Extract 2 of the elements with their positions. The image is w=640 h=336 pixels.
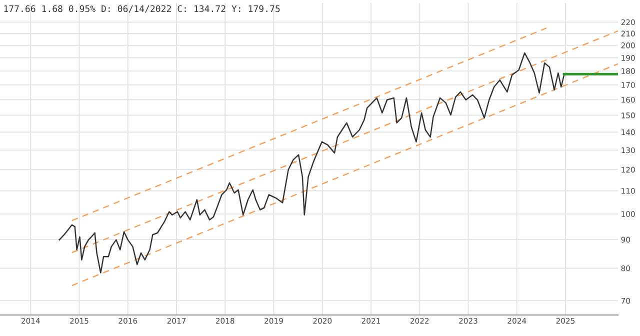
annotation: 177.66 1.68 0.95% D: 06/14/2022 C: 134.72 Y: 179.75 (4, 5, 280, 13)
line-series (58, 52, 565, 274)
